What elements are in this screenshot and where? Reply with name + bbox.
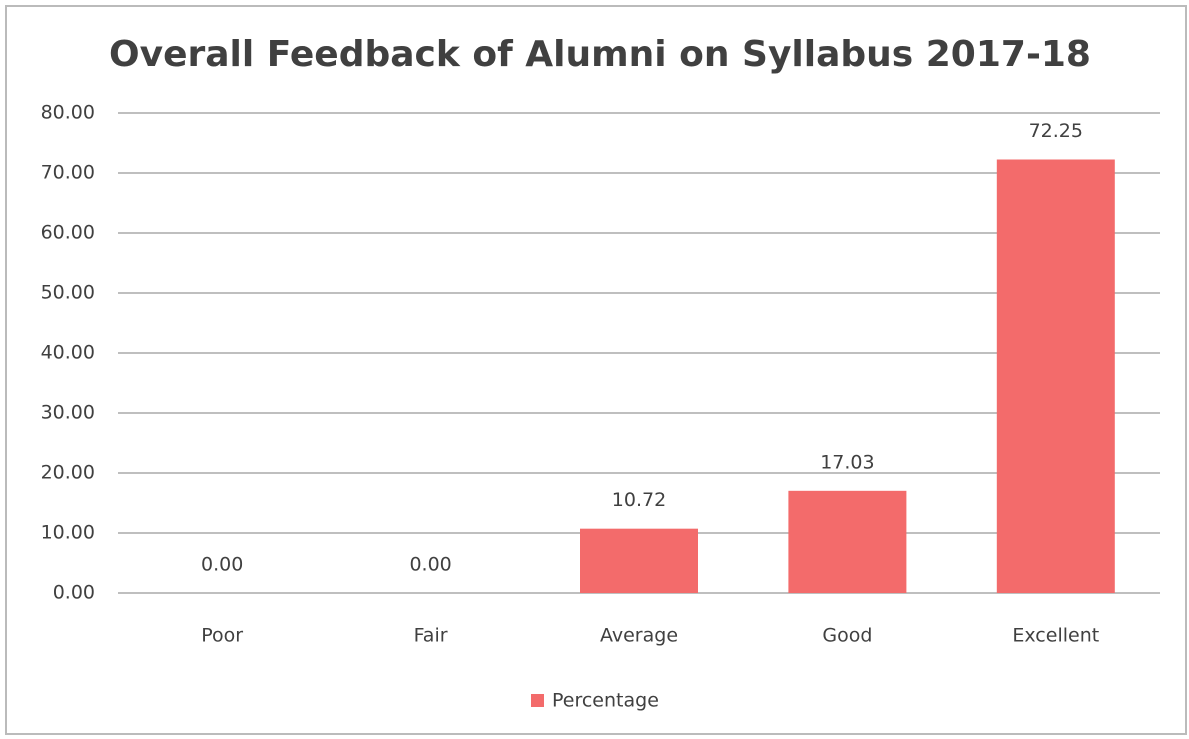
x-tick-label: Average bbox=[600, 625, 678, 647]
y-tick-label: 0.00 bbox=[53, 582, 95, 604]
data-label: 0.00 bbox=[409, 554, 451, 576]
y-tick-label: 30.00 bbox=[41, 402, 95, 424]
legend-swatch bbox=[531, 694, 544, 707]
chart-border bbox=[5, 5, 1187, 735]
y-tick-label: 60.00 bbox=[41, 222, 95, 244]
y-tick-label: 10.00 bbox=[41, 522, 95, 544]
legend-label: Percentage bbox=[552, 690, 659, 712]
data-label: 10.72 bbox=[612, 489, 666, 511]
y-tick-label: 20.00 bbox=[41, 462, 95, 484]
y-tick-label: 40.00 bbox=[41, 342, 95, 364]
y-tick-label: 50.00 bbox=[41, 282, 95, 304]
bar bbox=[996, 159, 1115, 593]
data-label: 72.25 bbox=[1029, 120, 1083, 142]
x-tick-label: Excellent bbox=[1012, 625, 1099, 647]
x-tick-label: Good bbox=[822, 625, 872, 647]
x-tick-label: Poor bbox=[201, 625, 243, 647]
data-label: 0.00 bbox=[201, 554, 243, 576]
y-tick-label: 80.00 bbox=[41, 102, 95, 124]
bar bbox=[788, 490, 907, 593]
x-tick-label: Fair bbox=[414, 625, 448, 647]
data-label: 17.03 bbox=[820, 451, 874, 473]
y-tick-label: 70.00 bbox=[41, 162, 95, 184]
bar bbox=[580, 528, 698, 593]
chart-title: Overall Feedback of Alumni on Syllabus 2… bbox=[109, 34, 1091, 75]
